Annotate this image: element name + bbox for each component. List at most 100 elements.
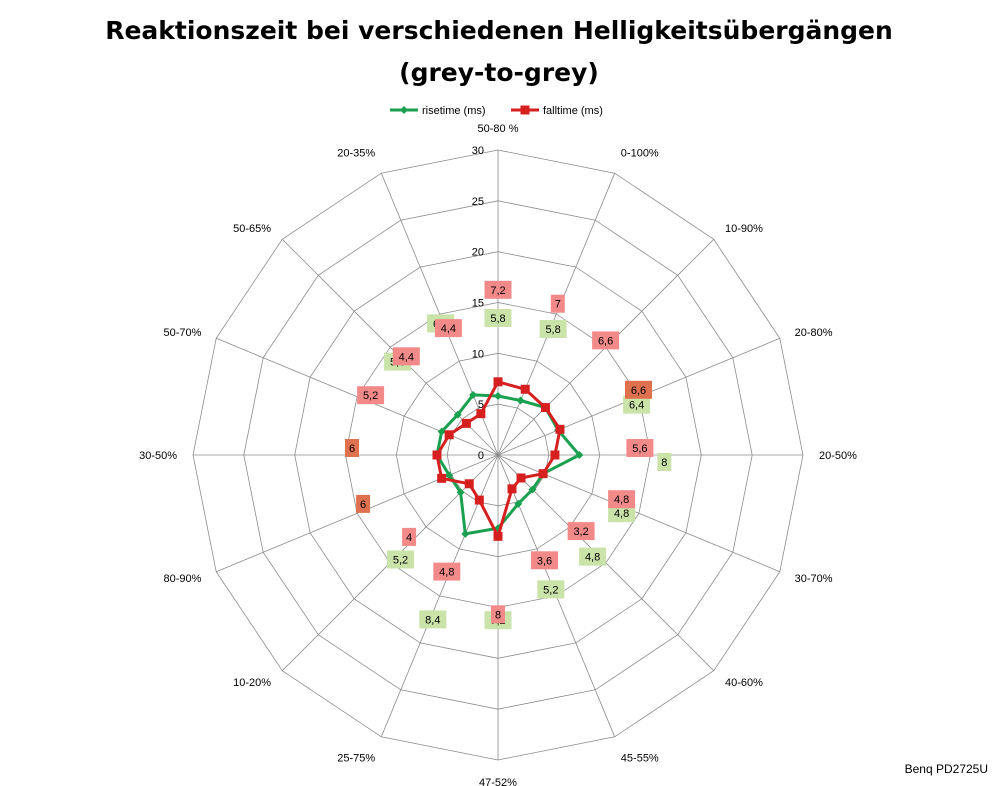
data-label: 3,6 — [537, 555, 552, 567]
data-label: 5,2 — [363, 390, 378, 402]
category-label: 30-50% — [139, 450, 177, 462]
data-label-box — [433, 562, 461, 581]
risetime-point — [456, 488, 465, 497]
data-label-box — [484, 280, 512, 299]
risetime-series — [433, 390, 584, 538]
grid-spoke — [216, 337, 499, 456]
data-label: 4,4 — [441, 323, 456, 335]
tick-label: 30 — [472, 145, 484, 157]
data-label-box — [657, 453, 672, 471]
data-label-box — [623, 395, 651, 414]
falltime-point — [432, 450, 442, 460]
risetime-point — [461, 529, 470, 538]
data-label: 5,6 — [632, 443, 647, 455]
falltime-point — [507, 484, 517, 494]
category-label: 50-70% — [163, 327, 201, 339]
tick-label: 10 — [472, 348, 484, 360]
data-label-box — [625, 380, 652, 399]
radar-grid — [192, 149, 804, 761]
data-label-box — [539, 320, 567, 338]
data-label: 6,6 — [631, 385, 646, 397]
data-label-box — [356, 494, 371, 513]
data-label: 5,8 — [490, 313, 505, 325]
tick-label: 0 — [478, 450, 484, 462]
data-label: 4,4 — [399, 351, 414, 363]
data-label-box — [357, 386, 385, 405]
data-label-box — [402, 527, 417, 546]
data-label: 8 — [495, 609, 501, 621]
falltime-series — [432, 377, 565, 541]
data-label-box — [550, 294, 565, 313]
falltime-point — [550, 450, 560, 460]
category-label: 20-35% — [337, 147, 375, 159]
data-label: 6 — [349, 443, 355, 455]
category-labels: 50-80 % 0-100% 10-90% 20-80% 20-50% 30-70% 40-… — [139, 123, 857, 786]
data-label: 5,2 — [543, 584, 558, 596]
category-label: 20-80% — [795, 327, 833, 339]
falltime-point — [520, 384, 530, 394]
legend-label: falltime (ms) — [543, 105, 603, 117]
legend-label: risetime (ms) — [422, 105, 486, 117]
category-label: 50-65% — [233, 223, 271, 235]
falltime-point — [464, 479, 474, 489]
falltime-point — [555, 424, 565, 434]
data-label: 4,8 — [439, 567, 454, 579]
falltime-point — [444, 430, 454, 440]
data-label-box — [567, 522, 595, 541]
data-label: 4,8 — [585, 552, 600, 564]
category-label: 0-100% — [621, 147, 659, 159]
category-label: 10-20% — [233, 677, 271, 689]
legend-item-risetime: risetime (ms) — [390, 105, 486, 117]
category-label: 10-90% — [725, 223, 763, 235]
data-label-box — [484, 309, 512, 327]
monitor-model-credit: Benq PD2725U — [904, 762, 988, 776]
risetime-point — [445, 471, 454, 480]
falltime-point — [540, 403, 550, 413]
data-label: 4,8 — [614, 508, 629, 520]
data-label-box — [592, 331, 620, 350]
falltime-point — [493, 531, 503, 541]
category-label: 40-60% — [725, 677, 763, 689]
category-label: 30-70% — [795, 573, 833, 585]
risetime-point — [516, 396, 525, 405]
risetime-point — [437, 427, 446, 436]
grid-spoke — [497, 173, 616, 456]
legend: risetime (ms) falltime (ms) — [390, 105, 603, 117]
category-label: 20-50% — [819, 450, 857, 462]
legend-item-falltime: falltime (ms) — [511, 105, 603, 117]
data-label-box — [345, 439, 359, 457]
falltime-point — [538, 469, 548, 479]
chart-title: Reaktionszeit bei verschiedenen Helligke… — [0, 10, 998, 94]
radial-axis-ticks: 0 5 10 15 20 25 30 — [472, 145, 484, 462]
data-label-box — [434, 319, 462, 338]
tick-label: 20 — [472, 247, 484, 259]
data-label: 4,8 — [614, 494, 629, 506]
data-label-box — [419, 610, 447, 629]
risetime-point — [575, 451, 584, 459]
data-label-box — [387, 550, 414, 569]
grid-spoke — [380, 173, 499, 456]
data-label: 5,2 — [393, 555, 408, 567]
data-label-box — [608, 490, 636, 509]
data-label-box — [579, 547, 607, 566]
data-label-box — [531, 551, 558, 570]
legend-marker — [520, 105, 530, 115]
data-label-box — [608, 504, 636, 523]
risetime-point — [494, 392, 502, 401]
data-label: 7,2 — [490, 285, 505, 297]
category-label: 45-55% — [621, 753, 659, 765]
data-label: 3,2 — [573, 526, 588, 538]
category-label: 80-90% — [163, 573, 201, 585]
falltime-point — [437, 473, 447, 483]
data-label: 5,8 — [545, 324, 560, 336]
data-label: 8,4 — [425, 614, 440, 626]
data-label: 6,4 — [629, 400, 644, 412]
data-label: 6 — [360, 499, 366, 511]
tick-label: 5 — [478, 399, 484, 411]
risetime-point — [469, 390, 478, 399]
series-layer — [432, 377, 584, 541]
risetime-point — [528, 485, 537, 494]
data-label: 6,6 — [598, 335, 613, 347]
data-label-box — [392, 347, 420, 366]
